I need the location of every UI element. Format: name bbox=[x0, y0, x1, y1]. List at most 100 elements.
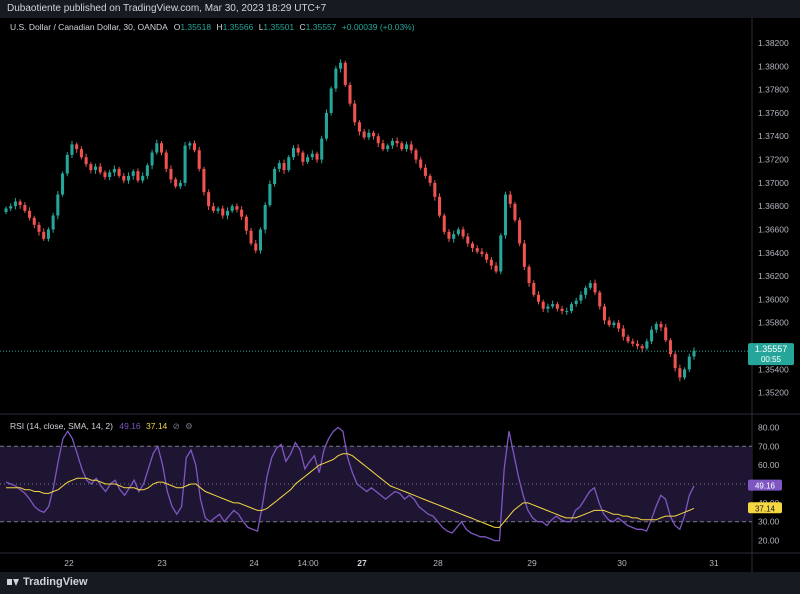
rsi-legend-sma: 37.14 bbox=[146, 421, 168, 431]
candle-body bbox=[192, 143, 197, 151]
candle-body bbox=[381, 143, 385, 150]
settings-icon[interactable]: ⚙ bbox=[185, 421, 193, 431]
price-tick-label: 1.35200 bbox=[758, 388, 789, 398]
legend-open-label: O bbox=[174, 22, 181, 32]
price-tick-label: 1.37400 bbox=[758, 131, 789, 141]
legend-close-value: 1.35557 bbox=[306, 22, 337, 32]
candle-body bbox=[442, 215, 446, 232]
rsi-value-text: 49.16 bbox=[755, 482, 776, 491]
price-tick-label: 1.36000 bbox=[758, 294, 789, 304]
candle-body bbox=[18, 201, 22, 206]
rsi-legend-value: 49.16 bbox=[119, 421, 141, 431]
candle-body bbox=[414, 150, 418, 160]
publish-info-text: Dubaotiente published on TradingView.com… bbox=[7, 3, 327, 14]
candle-body bbox=[659, 323, 663, 328]
time-tick-label: 24 bbox=[249, 558, 259, 568]
candle-body bbox=[9, 206, 13, 209]
candle-body bbox=[244, 216, 248, 231]
price-tick-label: 1.37800 bbox=[758, 85, 789, 95]
tradingview-logo-icon bbox=[7, 577, 20, 587]
price-axis[interactable]: 1.38200 1.38000 1.37800 1.37600 1.37400 1.372… bbox=[758, 38, 789, 398]
candle-body bbox=[188, 143, 192, 146]
candle-body bbox=[574, 300, 578, 305]
time-tick-label: 22 bbox=[64, 558, 74, 568]
candle-body bbox=[145, 165, 149, 176]
time-tick-label: 23 bbox=[157, 558, 167, 568]
candle-body bbox=[37, 224, 41, 232]
candle-body bbox=[155, 143, 159, 153]
candle-body bbox=[89, 164, 93, 171]
candle-body bbox=[94, 166, 98, 171]
time-tick-label: 31 bbox=[709, 558, 719, 568]
candle-body bbox=[650, 329, 654, 342]
candle-body bbox=[362, 131, 366, 138]
bar-countdown: 00:55 bbox=[761, 355, 782, 364]
legend-symbol: U.S. Dollar / Canadian Dollar, 30, OANDA bbox=[10, 22, 168, 32]
candle-body bbox=[23, 205, 27, 211]
legend-low-label: L bbox=[259, 22, 264, 32]
candle-body bbox=[551, 304, 555, 307]
candle-body bbox=[268, 184, 272, 206]
candle-body bbox=[621, 328, 625, 337]
candle-body bbox=[386, 145, 390, 150]
candle-body bbox=[508, 194, 512, 204]
rsi-tick-label: 80.00 bbox=[758, 422, 780, 432]
rsi-legend: RSI (14, close, SMA, 14, 2) 49.16 37.14 … bbox=[10, 421, 193, 431]
hide-icon[interactable]: ⊘ bbox=[173, 421, 180, 431]
candle-body bbox=[348, 84, 352, 104]
candle-body bbox=[602, 306, 606, 321]
candle-body bbox=[56, 194, 60, 216]
candle-body bbox=[202, 168, 206, 193]
candle-body bbox=[494, 265, 498, 272]
candle-body bbox=[527, 266, 531, 284]
rsi-label: RSI (14, close, SMA, 14, 2) bbox=[10, 421, 113, 431]
candle-body bbox=[409, 144, 413, 151]
candle-body bbox=[635, 343, 639, 347]
candle-body bbox=[310, 153, 314, 158]
legend-close-label: C bbox=[300, 22, 306, 32]
chart-canvas[interactable]: 1.38200 1.38000 1.37800 1.37600 1.37400 1.372… bbox=[0, 18, 800, 572]
candle-body bbox=[673, 354, 677, 369]
candle-body bbox=[598, 292, 602, 307]
candle-body bbox=[584, 287, 588, 295]
candle-body bbox=[306, 157, 310, 162]
candle-body bbox=[456, 229, 460, 235]
candle-body bbox=[357, 122, 361, 132]
candle-body bbox=[664, 327, 668, 341]
candle-body bbox=[499, 235, 503, 272]
candle-body bbox=[178, 182, 182, 187]
price-tick-label: 1.37600 bbox=[758, 108, 789, 118]
candle-body bbox=[668, 340, 672, 355]
candle-body bbox=[470, 243, 475, 249]
candle-body bbox=[447, 231, 451, 239]
rsi-tick-label: 30.00 bbox=[758, 517, 780, 527]
candle-body bbox=[164, 152, 168, 169]
candle-body bbox=[423, 167, 427, 176]
candle-body bbox=[42, 231, 46, 239]
candle-body bbox=[532, 283, 536, 295]
current-price-value: 1.35557 bbox=[755, 344, 788, 354]
rsi-sma-value-label bbox=[748, 502, 782, 514]
legend-low-value: 1.35501 bbox=[263, 22, 294, 32]
candle-body bbox=[46, 229, 50, 239]
candle-body bbox=[84, 157, 88, 165]
candle-body bbox=[174, 179, 178, 187]
candle-body bbox=[159, 143, 164, 153]
candle-body bbox=[631, 341, 635, 344]
publish-header: Dubaotiente published on TradingView.com… bbox=[0, 0, 800, 18]
candle-body bbox=[339, 62, 343, 69]
candle-body bbox=[579, 294, 583, 301]
price-tick-label: 1.36400 bbox=[758, 248, 789, 258]
candle-body bbox=[122, 175, 126, 181]
candle-body bbox=[518, 220, 522, 244]
time-axis[interactable]: 22 23 24 14:00 27 28 29 30 31 bbox=[64, 558, 719, 568]
candle-body bbox=[296, 147, 300, 153]
candle-body bbox=[301, 152, 305, 162]
candle-body bbox=[61, 173, 65, 195]
legend-open-value: 1.35518 bbox=[180, 22, 211, 32]
candle-body bbox=[108, 172, 112, 178]
chart-area[interactable]: 1.38200 1.38000 1.37800 1.37600 1.37400 1.372… bbox=[0, 18, 800, 572]
candle-body bbox=[51, 215, 55, 230]
price-tick-label: 1.37200 bbox=[758, 155, 789, 165]
candle-body bbox=[683, 369, 687, 378]
